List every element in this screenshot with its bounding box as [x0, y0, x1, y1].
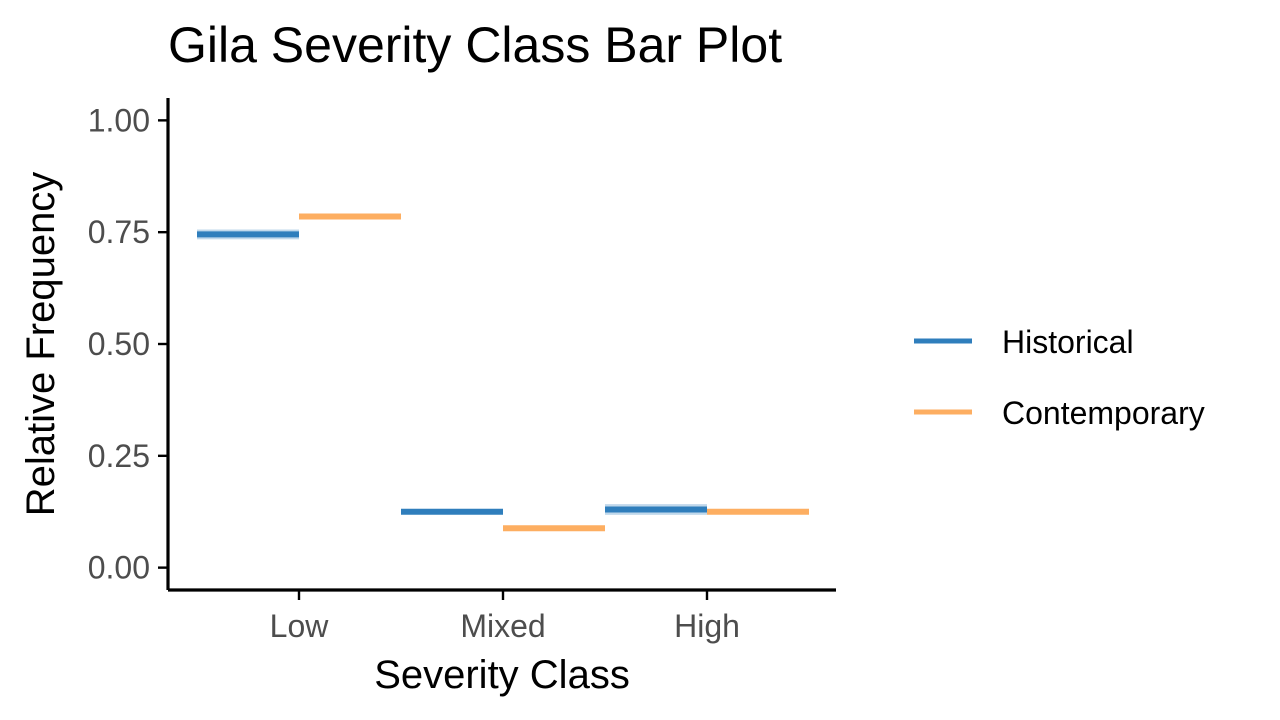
chart-title: Gila Severity Class Bar Plot	[168, 17, 782, 73]
legend-label-contemporary: Contemporary	[1002, 395, 1205, 431]
x-axis-title: Severity Class	[374, 653, 630, 697]
y-axis-title: Relative Frequency	[19, 172, 63, 517]
x-tick-label: Low	[270, 608, 330, 644]
x-tick-label: Mixed	[460, 608, 545, 644]
series-contemporary	[299, 214, 809, 531]
y-tick-label: 0.00	[88, 550, 150, 586]
y-tick-label: 1.00	[88, 102, 150, 138]
x-tick-label: High	[674, 608, 740, 644]
y-tick-label: 0.25	[88, 438, 150, 474]
y-tick-label: 0.75	[88, 214, 150, 250]
bars-layer	[197, 214, 809, 531]
legend: Historical Contemporary	[914, 324, 1205, 431]
series-historical	[197, 229, 707, 514]
x-axis: Low Mixed High	[168, 590, 836, 644]
legend-label-historical: Historical	[1002, 324, 1134, 360]
y-tick-label: 0.50	[88, 326, 150, 362]
y-axis: 0.00 0.25 0.50 0.75 1.00	[88, 98, 168, 590]
